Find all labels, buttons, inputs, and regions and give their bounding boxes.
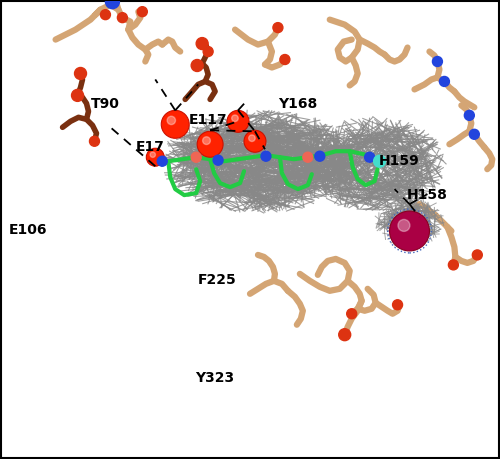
Circle shape: [303, 152, 313, 162]
Text: E17: E17: [136, 140, 164, 154]
Text: H158: H158: [406, 188, 448, 202]
Circle shape: [432, 56, 442, 67]
Circle shape: [106, 0, 120, 9]
Circle shape: [464, 110, 474, 120]
Circle shape: [150, 152, 156, 157]
Circle shape: [74, 67, 86, 79]
Circle shape: [146, 148, 164, 166]
Circle shape: [374, 155, 386, 167]
Circle shape: [162, 110, 189, 138]
Circle shape: [248, 135, 255, 141]
Circle shape: [470, 129, 480, 139]
Circle shape: [202, 137, 210, 145]
Circle shape: [72, 90, 84, 101]
Circle shape: [273, 22, 283, 33]
Circle shape: [100, 10, 110, 20]
Circle shape: [346, 309, 356, 319]
Circle shape: [90, 136, 100, 146]
Circle shape: [213, 155, 223, 165]
Circle shape: [167, 116, 175, 124]
Circle shape: [191, 152, 201, 162]
Text: Y323: Y323: [196, 371, 234, 385]
Circle shape: [138, 7, 147, 17]
Circle shape: [158, 156, 168, 166]
Circle shape: [472, 250, 482, 260]
Circle shape: [118, 13, 128, 22]
Circle shape: [261, 151, 271, 161]
Circle shape: [390, 211, 430, 251]
Circle shape: [448, 260, 458, 270]
Text: E117: E117: [188, 112, 227, 127]
Text: F225: F225: [198, 273, 237, 287]
Text: Y168: Y168: [278, 97, 317, 111]
Circle shape: [197, 131, 223, 157]
Circle shape: [315, 151, 325, 161]
Circle shape: [280, 55, 290, 65]
Text: T90: T90: [91, 97, 120, 111]
Circle shape: [364, 152, 374, 162]
Text: E106: E106: [9, 223, 48, 236]
Circle shape: [232, 115, 238, 122]
Circle shape: [440, 77, 450, 86]
Circle shape: [398, 219, 410, 231]
Circle shape: [338, 329, 350, 341]
Circle shape: [227, 110, 249, 132]
Circle shape: [191, 60, 203, 72]
Circle shape: [196, 38, 208, 50]
Circle shape: [392, 300, 402, 310]
Circle shape: [203, 46, 213, 56]
Circle shape: [244, 130, 266, 152]
Text: H159: H159: [379, 154, 420, 168]
